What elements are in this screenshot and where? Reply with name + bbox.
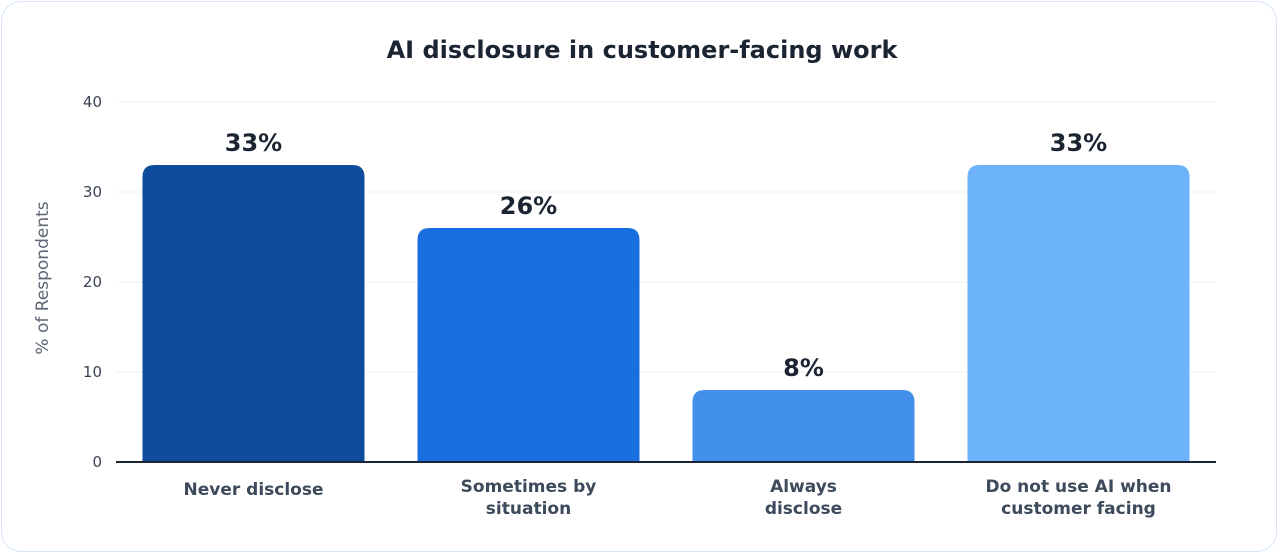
x-tick-label: Sometimes by situation [461, 477, 597, 519]
x-tick-label: Always disclose [765, 477, 842, 519]
bar-value-label: 8% [783, 354, 824, 382]
bar [142, 165, 365, 462]
y-tick-label: 40 [83, 93, 102, 111]
bar-value-label: 33% [1050, 129, 1107, 157]
bar [967, 165, 1190, 462]
bar-value-label: 33% [225, 129, 282, 157]
category-labels: Never disclose Sometimes by situation Alway… [183, 477, 1171, 519]
bar-value-label: 26% [500, 192, 557, 220]
chart-title: AI disclosure in customer-facing work [387, 36, 899, 64]
y-axis-ticks: 0 10 20 30 40 [83, 93, 102, 471]
bar [692, 390, 915, 462]
y-tick-label: 20 [83, 273, 102, 291]
y-tick-label: 30 [83, 183, 102, 201]
x-tick-label: Never disclose [183, 480, 323, 500]
y-tick-label: 10 [83, 363, 102, 381]
y-tick-label: 0 [92, 453, 102, 471]
bars [142, 165, 1190, 462]
bar [417, 228, 640, 462]
y-axis-label: % of Respondents [33, 201, 53, 354]
value-labels: 33% 26% 8% 33% [225, 129, 1107, 382]
x-tick-label: Do not use AI when customer facing [985, 477, 1171, 519]
